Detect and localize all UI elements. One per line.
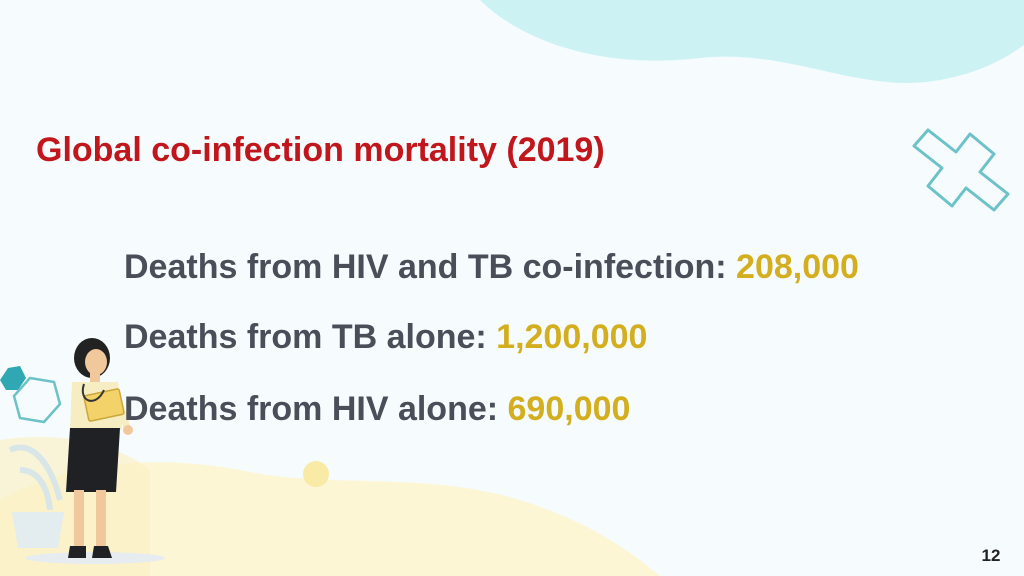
stat-tb-alone: Deaths from TB alone: 1,200,000 [124,315,1004,359]
plant-illustration [8,444,63,511]
top-wave-blob [480,0,1024,83]
decor-circle [303,461,329,487]
stat-label: Deaths from HIV alone: [124,390,508,428]
page-number: 12 [981,546,1001,565]
hexagon-icon [0,366,26,390]
stat-label: Deaths from TB alone: [124,318,497,356]
stat-value: 1,200,000 [496,318,648,356]
medical-cross-icon [912,128,1010,212]
slide-title: Global co-infection mortality (2019) [36,131,605,169]
hexagon-icon [12,376,62,424]
stat-hiv-tb-coinfection: Deaths from HIV and TB co-infection: 208… [124,245,1004,289]
doctor-illustration [66,338,133,558]
stat-hiv-alone: Deaths from HIV alone: 690,000 [124,387,1004,431]
stat-value: 690,000 [507,390,631,428]
stat-value: 208,000 [736,248,859,286]
plant-pot [12,512,64,548]
bottom-wave-blob [0,462,660,576]
stat-label: Deaths from HIV and TB co-infection: [124,248,737,286]
